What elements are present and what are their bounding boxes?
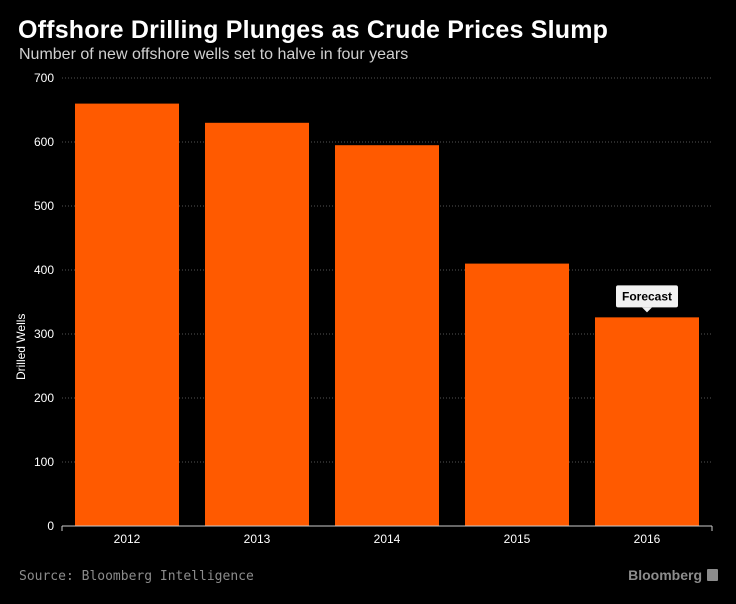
annotations: Forecast xyxy=(616,285,678,313)
y-tick-label: 400 xyxy=(34,263,54,277)
x-tick-label: 2016 xyxy=(634,532,661,546)
bar-2013 xyxy=(205,122,309,527)
bar-2015 xyxy=(465,263,569,526)
chart-subtitle: Number of new offshore wells set to halv… xyxy=(19,46,409,63)
y-tick-label: 100 xyxy=(34,455,54,469)
y-tick-label: 500 xyxy=(34,199,54,213)
y-tick-label: 300 xyxy=(34,327,54,341)
bar-2014 xyxy=(335,145,439,526)
annotation-text: Forecast xyxy=(622,289,672,303)
bar-2016 xyxy=(595,317,699,526)
callout-pointer xyxy=(642,307,652,313)
axes: 0 100 200 300 400 500 600 700 Drilled Wells 2012 2… xyxy=(14,71,713,546)
annotation-callout: Forecast xyxy=(616,285,678,313)
brand-logo: Bloomberg xyxy=(628,567,718,583)
y-tick-label: 600 xyxy=(34,135,54,149)
brand-mark-icon xyxy=(707,569,718,581)
x-tick-label: 2014 xyxy=(374,532,401,546)
chart-title: Offshore Drilling Plunges as Crude Price… xyxy=(18,16,609,44)
y-tick-label: 200 xyxy=(34,391,54,405)
bars xyxy=(75,103,699,527)
x-tick-label: 2013 xyxy=(244,532,271,546)
y-axis-label: Drilled Wells xyxy=(14,314,28,380)
source-note: Source: Bloomberg Intelligence xyxy=(19,569,254,584)
y-tick-label: 700 xyxy=(34,71,54,85)
callout-box xyxy=(616,285,678,308)
brand-name: Bloomberg xyxy=(628,567,702,583)
bar-2012 xyxy=(75,103,179,526)
y-tick-label: 0 xyxy=(47,519,54,533)
x-tick-label: 2012 xyxy=(114,532,141,546)
x-tick-label: 2015 xyxy=(504,532,531,546)
